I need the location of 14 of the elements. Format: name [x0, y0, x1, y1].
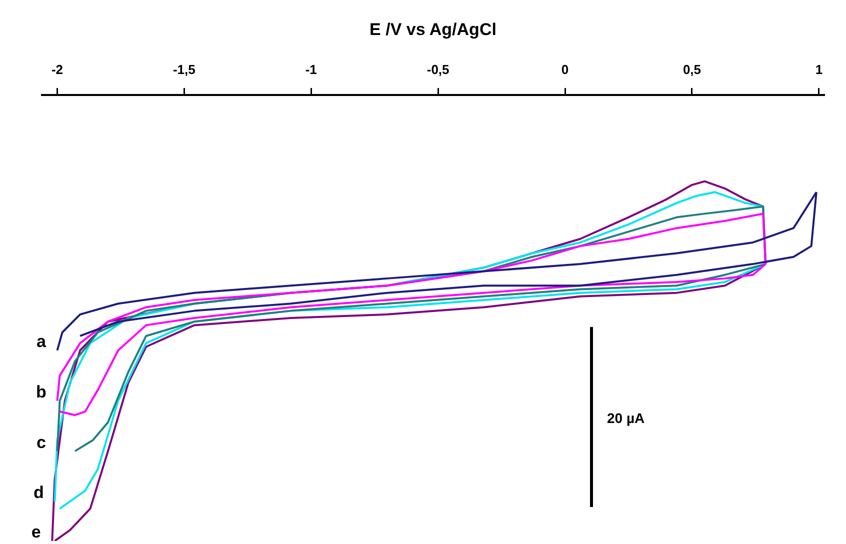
annotation: 20 µA [607, 410, 645, 426]
series-label: a [36, 332, 46, 352]
x-tick-label: -1,5 [172, 62, 196, 77]
series-label: c [36, 432, 46, 452]
x-tick-label: -1 [305, 62, 317, 77]
x-tick-label: -2 [51, 62, 64, 77]
x-tick-label: 1 [815, 62, 823, 77]
x-axis-title: E /V vs Ag/AgCl [370, 20, 496, 39]
x-tick-label: -0,5 [426, 62, 450, 77]
series-label: d [34, 483, 44, 502]
series-label: b [36, 382, 46, 402]
series-label: e [31, 522, 41, 542]
x-tick-label: 0,5 [682, 62, 702, 77]
x-tick-label: 0 [561, 62, 569, 77]
